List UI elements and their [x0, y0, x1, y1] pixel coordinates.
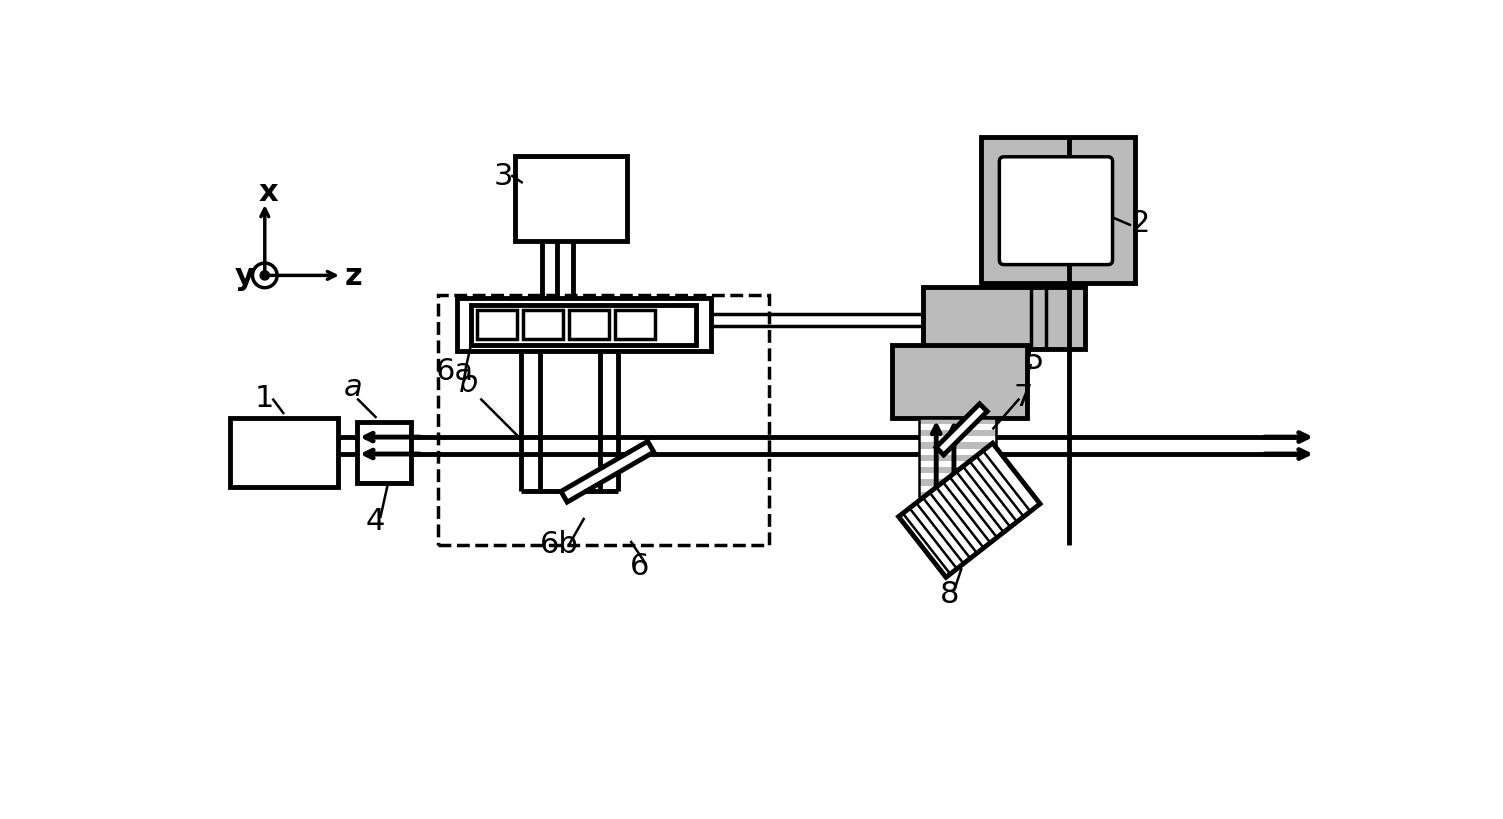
Bar	[920, 430, 996, 437]
Text: 7: 7	[1013, 382, 1033, 411]
Bar	[358, 422, 412, 483]
Bar	[920, 467, 996, 473]
Bar	[920, 486, 996, 491]
Bar	[523, 310, 562, 339]
Bar	[516, 156, 627, 241]
Bar	[230, 418, 338, 487]
Bar	[899, 443, 1040, 577]
Bar	[893, 345, 1027, 418]
Bar	[470, 305, 696, 345]
Text: 1: 1	[256, 384, 275, 413]
Bar	[920, 461, 996, 467]
Bar	[476, 310, 517, 339]
Bar	[920, 424, 996, 430]
Bar	[936, 404, 987, 455]
Text: z: z	[344, 262, 362, 292]
Bar	[615, 310, 655, 339]
Text: b: b	[458, 369, 478, 398]
Bar	[920, 418, 996, 424]
FancyBboxPatch shape	[999, 156, 1112, 265]
Bar	[923, 287, 1085, 349]
Text: x: x	[259, 178, 278, 206]
Bar	[561, 441, 654, 502]
Bar	[920, 504, 996, 510]
Bar	[920, 473, 996, 479]
Bar	[920, 442, 996, 449]
Bar	[457, 298, 711, 351]
Bar	[920, 455, 996, 461]
Text: y: y	[234, 262, 254, 292]
Text: 6a: 6a	[436, 357, 473, 386]
Text: 3: 3	[493, 162, 513, 192]
Bar	[437, 295, 770, 545]
Bar	[920, 498, 996, 504]
Circle shape	[260, 271, 269, 280]
Text: 2: 2	[1130, 210, 1150, 238]
Text: 6b: 6b	[540, 531, 579, 559]
Text: 6: 6	[630, 552, 649, 581]
Bar	[920, 449, 996, 455]
Bar	[920, 479, 996, 486]
Bar	[920, 510, 996, 517]
Text: 8: 8	[941, 581, 960, 609]
Text: 5: 5	[1025, 346, 1045, 374]
Bar	[920, 418, 996, 517]
Bar	[920, 437, 996, 442]
Text: 4: 4	[365, 507, 385, 536]
Bar	[981, 137, 1135, 283]
Bar	[570, 310, 609, 339]
Text: a: a	[344, 373, 362, 401]
Bar	[920, 491, 996, 498]
